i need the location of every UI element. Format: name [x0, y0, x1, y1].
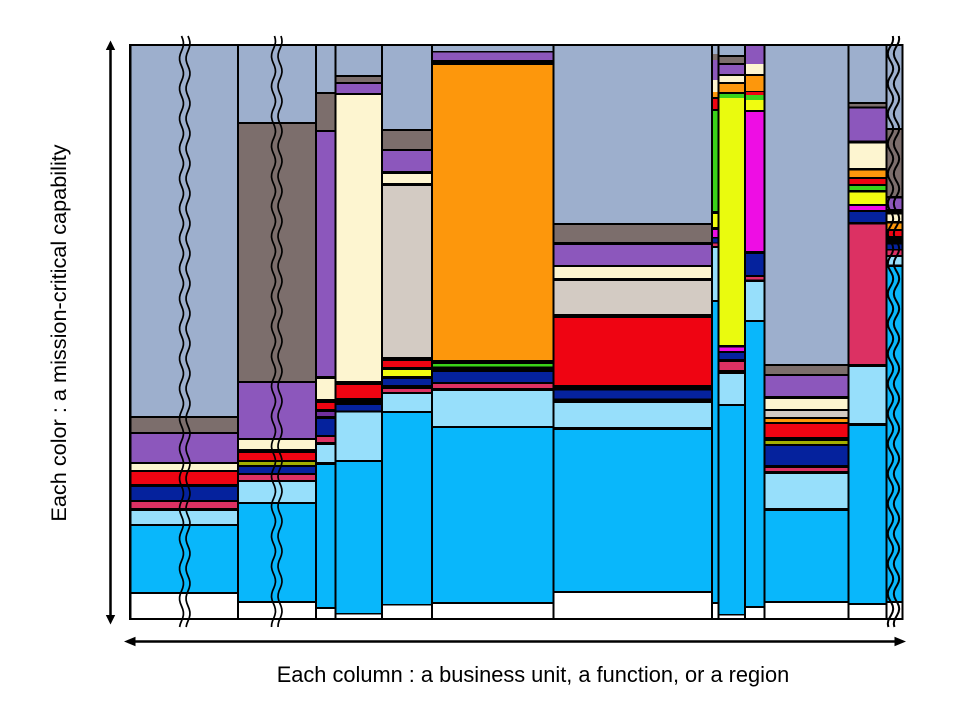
svg-text:Each column : a business unit,: Each column : a business unit, a functio…	[277, 662, 790, 687]
svg-text:Each color : a mission-critica: Each color : a mission-critical capabili…	[46, 144, 71, 521]
